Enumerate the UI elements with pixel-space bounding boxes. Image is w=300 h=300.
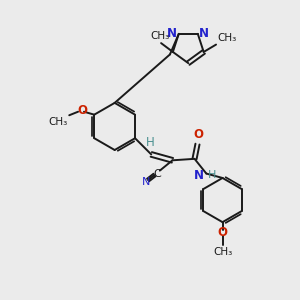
Text: N: N (194, 169, 204, 182)
Text: CH₃: CH₃ (48, 117, 67, 127)
Text: C: C (153, 169, 161, 178)
Text: N: N (199, 27, 209, 40)
Text: CH₃: CH₃ (213, 248, 232, 257)
Text: N: N (167, 27, 177, 40)
Text: O: O (193, 128, 203, 141)
Text: H: H (146, 136, 154, 149)
Text: CH₃: CH₃ (150, 31, 169, 41)
Text: H: H (208, 170, 216, 180)
Text: O: O (77, 104, 87, 117)
Text: N: N (142, 177, 150, 188)
Text: O: O (218, 226, 227, 239)
Text: CH₃: CH₃ (218, 33, 237, 43)
